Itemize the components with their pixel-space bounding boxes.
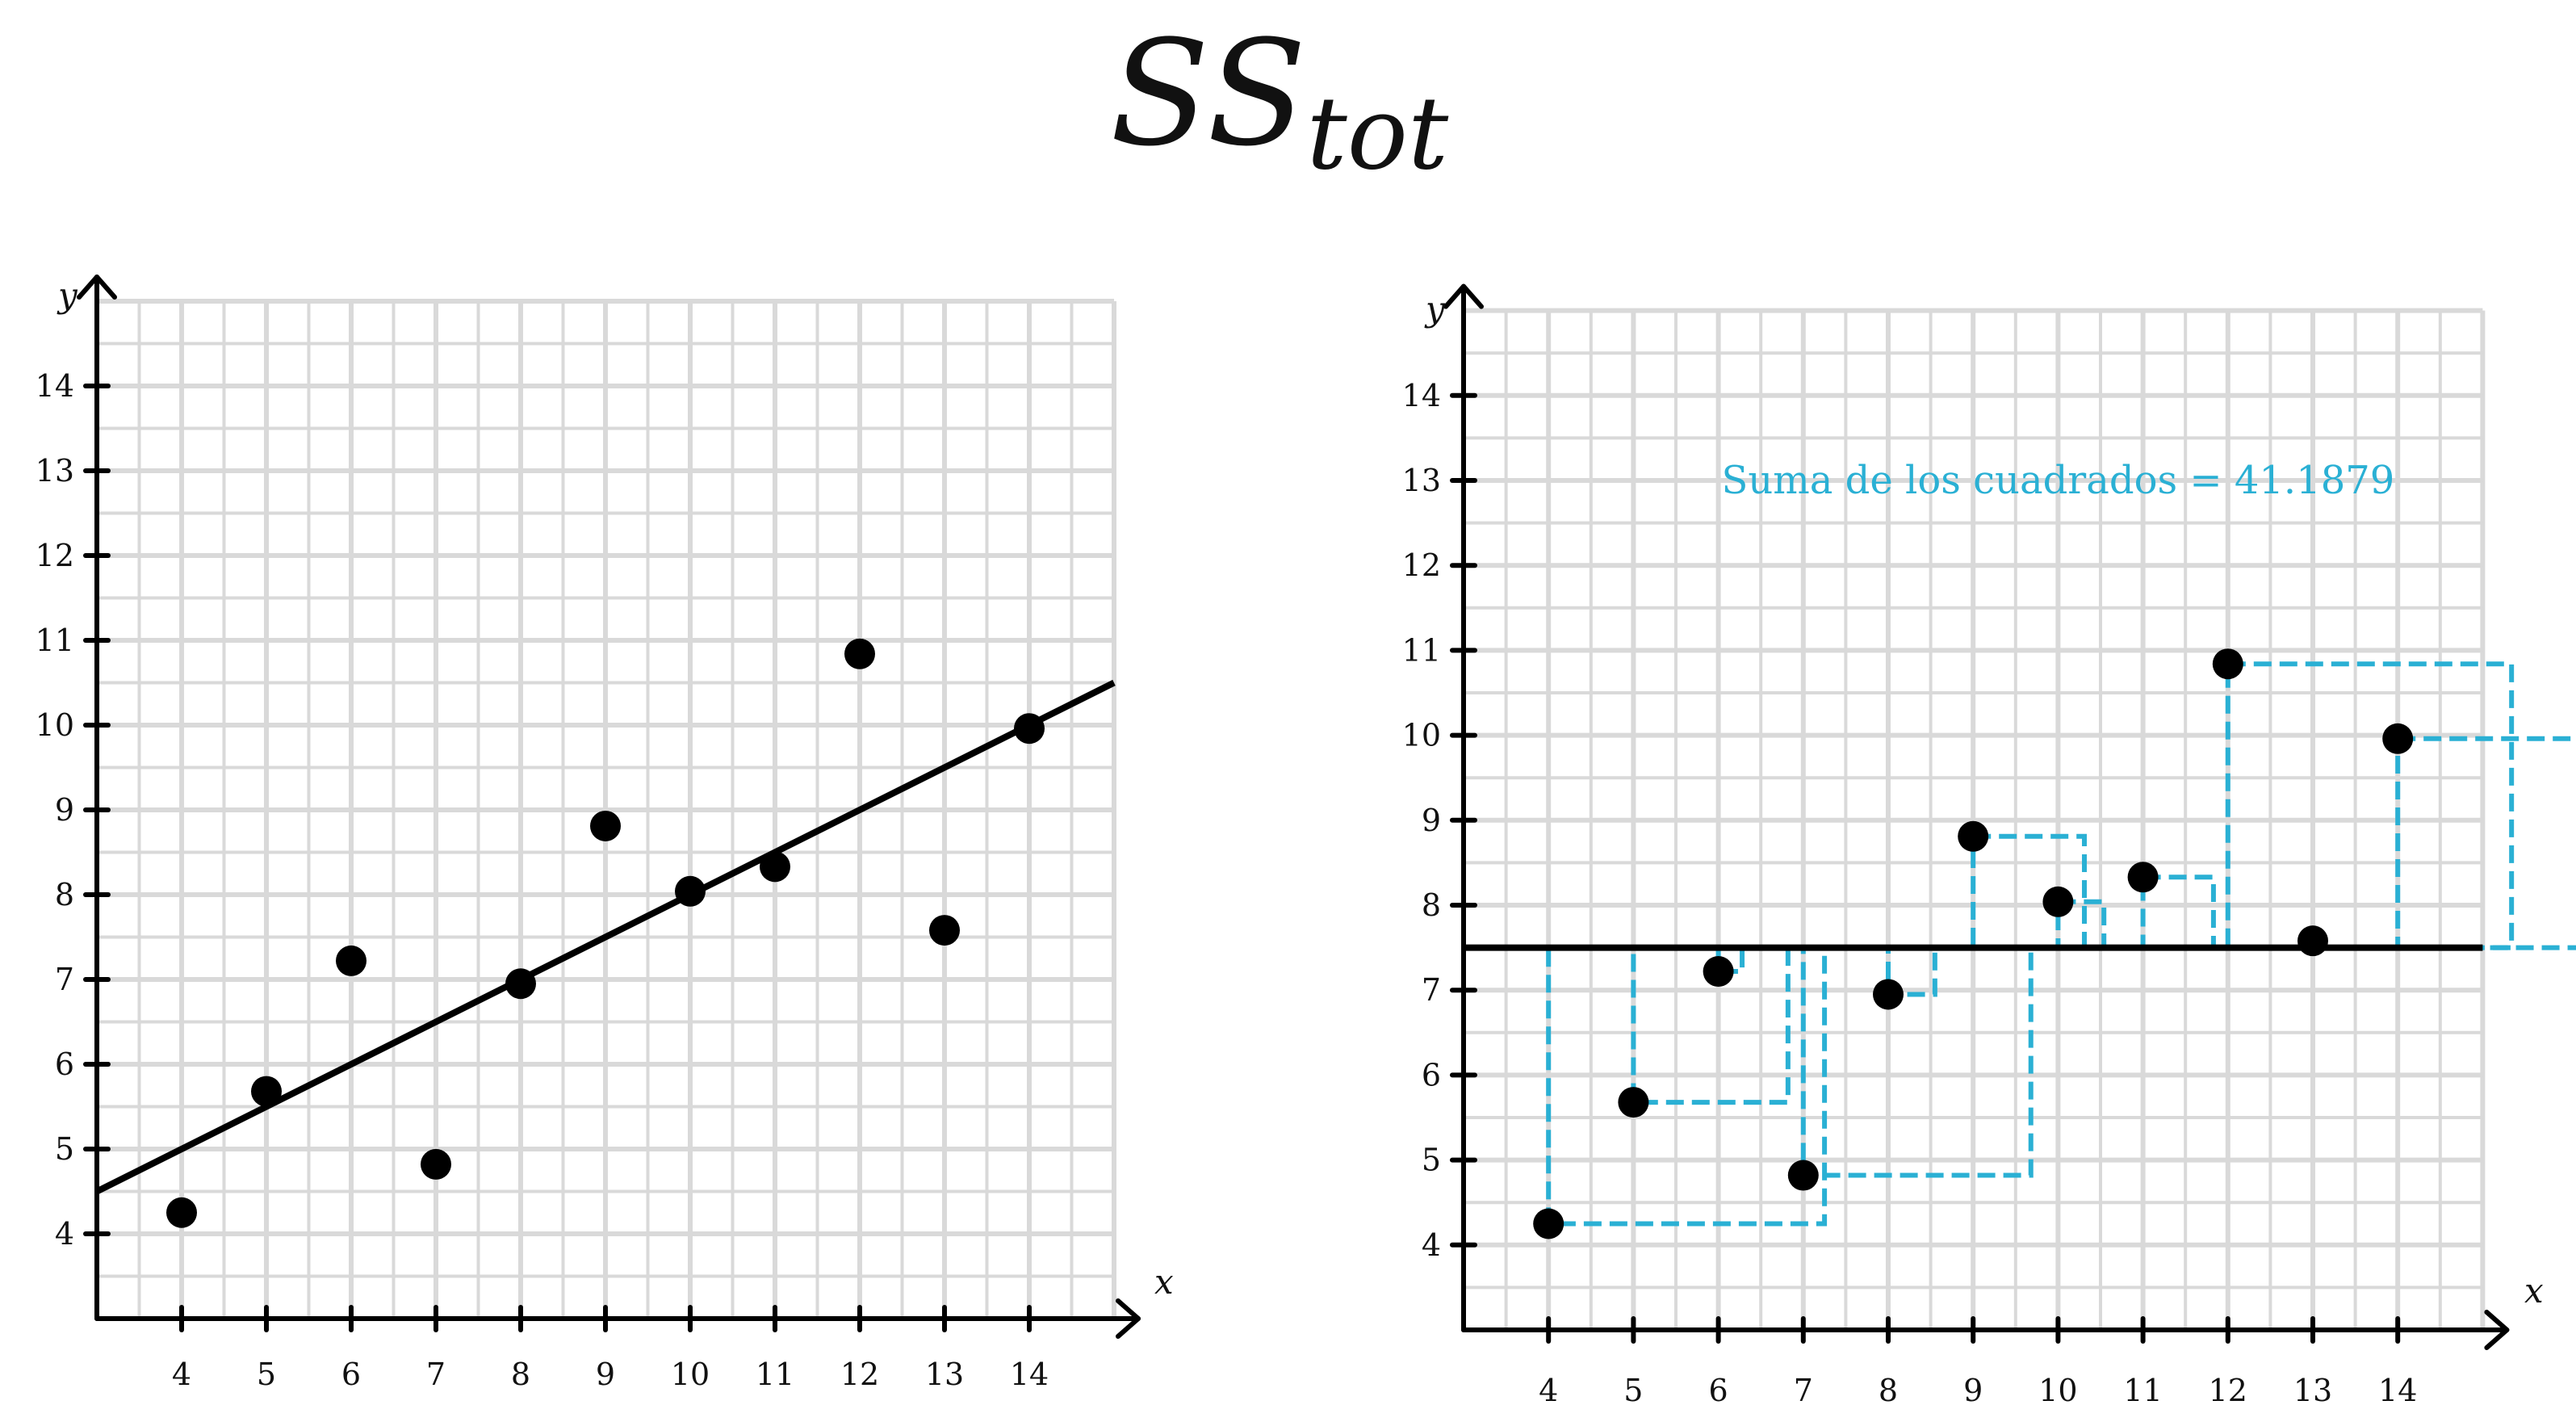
title-subscript: tot — [1306, 75, 1448, 192]
x-tick-label: 11 — [2123, 1373, 2162, 1408]
data-point — [2042, 886, 2074, 917]
x-tick-label: 4 — [172, 1357, 191, 1392]
residual-square — [2140, 874, 2216, 950]
data-point — [590, 810, 621, 841]
x-tick-label: 10 — [671, 1357, 710, 1392]
y-tick-label: 14 — [36, 368, 74, 404]
x-tick-label: 14 — [1010, 1357, 1049, 1392]
x-axis-arrow — [1116, 1298, 1141, 1339]
data-point — [1873, 979, 1904, 1010]
residual-squares — [1546, 661, 2576, 1227]
x-axis-name: x — [1154, 1262, 1174, 1302]
x-tick-label: 10 — [2038, 1373, 2077, 1408]
y-axis-arrow — [77, 275, 117, 300]
y-tick-label: 8 — [55, 877, 74, 912]
y-tick-label: 9 — [55, 792, 74, 828]
y-axis-arrow — [1443, 283, 1484, 309]
y-tick-label: 4 — [55, 1216, 74, 1252]
data-point — [2212, 648, 2243, 680]
regression-chart: 4 5 6 7 8 9 10 11 12 13 14 4 5 6 7 8 9 10 11 12 13 14 x y — [36, 275, 1174, 1392]
y-tick-label: 6 — [55, 1046, 74, 1082]
residual-square — [1800, 945, 2034, 1178]
sum-of-squares-chart: 4 5 6 7 8 9 10 11 12 13 14 4 5 6 7 8 9 10 11 12 13 14 x y Suma d… — [1402, 283, 2576, 1408]
data-point — [2297, 925, 2328, 957]
x-tick-label: 6 — [1709, 1373, 1728, 1408]
data-point — [760, 851, 790, 883]
data-point — [336, 945, 367, 976]
y-axis-name: y — [57, 275, 78, 315]
x-tick-label: 8 — [511, 1357, 530, 1392]
data-point — [2382, 723, 2414, 754]
x-tick-label: 8 — [1879, 1373, 1898, 1408]
y-tick-label: 14 — [1402, 378, 1441, 413]
data-point — [675, 875, 706, 907]
data-points — [166, 638, 1045, 1228]
data-point — [1618, 1087, 1649, 1118]
y-axis-name: y — [1424, 289, 1446, 329]
y-tick-label: 7 — [55, 962, 74, 997]
x-tick-label: 5 — [1623, 1373, 1643, 1408]
y-tick-label: 4 — [1422, 1227, 1441, 1263]
data-points — [1533, 648, 2414, 1239]
residual-square — [2395, 736, 2576, 950]
data-point — [505, 968, 536, 1000]
x-tick-label: 11 — [756, 1357, 794, 1392]
data-point — [2127, 862, 2159, 893]
y-tick-label: 10 — [36, 707, 74, 743]
grid — [1461, 308, 2486, 1332]
y-tick-label: 6 — [1422, 1057, 1441, 1093]
y-tick-label: 12 — [36, 538, 74, 573]
y-tick-label: 7 — [1422, 972, 1441, 1008]
x-tick-label: 7 — [1794, 1373, 1813, 1408]
grid — [94, 299, 1116, 1321]
axes — [77, 275, 1141, 1339]
data-point — [1703, 956, 1734, 988]
x-tick-label: 4 — [1539, 1373, 1558, 1408]
axes — [1443, 283, 2510, 1350]
y-tick-label: 5 — [1422, 1143, 1441, 1178]
y-tick-label: 10 — [1402, 718, 1441, 753]
data-point — [844, 638, 875, 669]
data-point — [1958, 820, 1989, 852]
x-axis-arrow — [2484, 1310, 2510, 1350]
x-tick-label: 12 — [840, 1357, 879, 1392]
figure-title: SStot — [1110, 10, 1449, 192]
x-tick-label: 6 — [341, 1357, 361, 1392]
x-tick-label: 9 — [596, 1357, 615, 1392]
data-point — [1787, 1160, 1819, 1191]
data-point — [929, 915, 960, 946]
y-tick-label: 5 — [55, 1131, 74, 1167]
y-tick-label: 8 — [1422, 887, 1441, 923]
data-point — [1533, 1208, 1564, 1239]
y-tick-label: 12 — [1402, 547, 1441, 583]
residual-square — [1886, 945, 1937, 997]
x-tick-label: 9 — [1963, 1373, 1983, 1408]
y-tick-label: 9 — [1422, 803, 1441, 838]
data-point — [421, 1148, 451, 1180]
x-tick-label: 5 — [257, 1357, 276, 1392]
sum-of-squares-label: Suma de los cuadrados = 41.1879 — [1721, 458, 2394, 503]
title-main: SS — [1110, 10, 1306, 178]
y-tick-label: 11 — [1402, 632, 1441, 668]
residual-square — [1971, 833, 2088, 950]
data-point — [166, 1197, 197, 1228]
x-tick-label: 14 — [2378, 1373, 2417, 1408]
y-tick-label: 13 — [1402, 463, 1441, 498]
x-tick-label: 13 — [2293, 1373, 2332, 1408]
y-tick-label: 13 — [36, 453, 74, 489]
x-axis-name: x — [2524, 1271, 2544, 1311]
x-tick-label: 7 — [426, 1357, 446, 1392]
data-point — [1014, 713, 1045, 744]
y-tick-label: 11 — [36, 623, 74, 658]
x-tick-label: 13 — [925, 1357, 964, 1392]
data-point — [251, 1076, 282, 1107]
x-tick-label: 12 — [2209, 1373, 2247, 1408]
